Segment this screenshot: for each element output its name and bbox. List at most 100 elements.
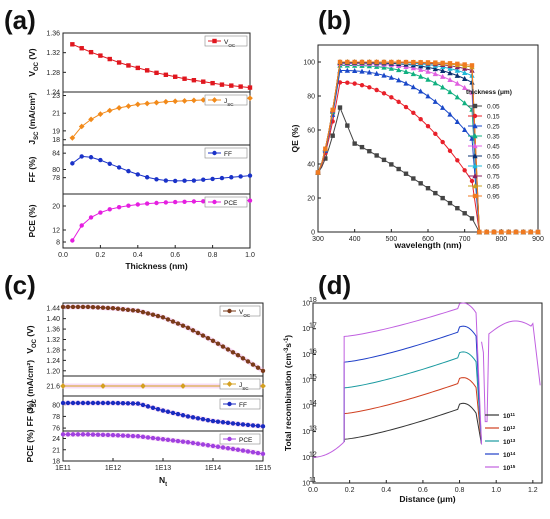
x-tick-label: 800 xyxy=(495,236,507,243)
data-point-PCE xyxy=(126,203,131,208)
data-point-Jsc xyxy=(172,98,179,105)
data-point-FF xyxy=(88,155,94,160)
data-point-0.35 xyxy=(440,84,446,90)
x-tick-label: 1E11 xyxy=(55,465,71,472)
data-point-FF xyxy=(107,161,112,166)
data-point-PCE xyxy=(191,199,197,204)
y-tick-exponent: 15 xyxy=(309,374,317,381)
data-point-FF xyxy=(65,400,71,406)
data-point-0.35 xyxy=(396,67,402,73)
data-point-Voc xyxy=(95,305,101,310)
data-point-PCE xyxy=(88,215,94,220)
data-point-FF xyxy=(205,417,211,423)
data-point-Voc xyxy=(125,307,131,312)
series-line-0.85 xyxy=(317,61,538,233)
data-point-Voc xyxy=(165,317,171,322)
y-tick-exponent: 16 xyxy=(309,348,317,355)
legend-marker xyxy=(212,150,217,156)
data-point-Voc xyxy=(130,308,136,313)
data-point-0.05 xyxy=(396,166,401,172)
data-point-Voc xyxy=(140,309,146,315)
legend-box xyxy=(219,398,261,410)
data-point-0.95 xyxy=(330,107,335,113)
data-point-Jsc xyxy=(69,135,76,141)
series-line-bulk-right xyxy=(481,320,541,423)
legend-box xyxy=(219,378,261,390)
data-point-0.15 xyxy=(462,168,467,173)
data-point-0.25 xyxy=(454,118,460,124)
y-tick-label: 80 xyxy=(307,94,315,101)
data-point-FF xyxy=(110,400,116,406)
data-point-PCE xyxy=(240,448,246,453)
data-point-0.05 xyxy=(352,141,357,146)
data-point-Voc xyxy=(120,307,126,312)
data-point-0.05 xyxy=(367,148,372,154)
data-point-PCE xyxy=(163,200,169,205)
y-tick-label: 21.6 xyxy=(46,384,60,391)
data-point-Voc xyxy=(144,68,150,73)
data-point-0.05 xyxy=(345,123,350,128)
y-tick-exponent: 14 xyxy=(309,400,317,407)
y-tick-label: 20 xyxy=(307,196,315,203)
legend-marker xyxy=(472,103,478,109)
plot-frame xyxy=(312,302,543,484)
data-point-0.95 xyxy=(337,59,343,65)
data-point-0.95 xyxy=(345,59,350,65)
data-point-0.95 xyxy=(528,229,533,235)
legend-marker xyxy=(212,38,217,44)
data-point-0.95 xyxy=(411,59,416,65)
data-point-0.95 xyxy=(455,61,460,67)
series-line-13 xyxy=(343,351,483,445)
data-point-0.95 xyxy=(440,60,445,66)
data-point-Voc xyxy=(185,325,191,330)
data-point-0.95 xyxy=(491,229,497,235)
data-point-0.25 xyxy=(403,80,409,86)
data-point-Voc xyxy=(200,333,206,338)
y-tick-label: 1.32 xyxy=(46,337,60,344)
legend-label: 0.55 xyxy=(487,154,500,161)
y-tick-label: 18 xyxy=(52,459,60,466)
y-tick-label: 24 xyxy=(52,436,60,443)
data-point-FF xyxy=(95,400,101,406)
data-point-Voc xyxy=(85,304,91,310)
data-point-PCE xyxy=(75,432,81,437)
data-point-FF xyxy=(144,175,150,180)
data-point-0.35 xyxy=(410,71,416,77)
data-point-Jsc xyxy=(100,383,106,389)
data-point-FF xyxy=(210,418,216,424)
x-tick-label: 400 xyxy=(349,236,361,243)
data-point-0.35 xyxy=(432,80,438,86)
data-point-0.05 xyxy=(469,216,475,221)
data-point-0.55 xyxy=(432,66,438,72)
data-point-Voc xyxy=(150,312,156,317)
y-tick-label: 1.28 xyxy=(46,70,60,77)
data-point-Voc xyxy=(225,347,231,352)
legend-label: PCE xyxy=(239,437,253,444)
legend-label: VOC xyxy=(224,39,236,48)
legend-marker xyxy=(472,123,478,129)
data-point-0.15 xyxy=(411,110,416,116)
legend-label: 1013 xyxy=(503,438,516,447)
data-point-FF xyxy=(140,402,146,408)
data-point-0.95 xyxy=(499,229,504,235)
data-point-PCE xyxy=(190,440,196,446)
x-axis-label: Distance (μm) xyxy=(399,494,455,504)
data-point-PCE xyxy=(145,435,151,440)
y-axis-label: JSC (mA/cm²) xyxy=(27,92,40,144)
legend-box xyxy=(219,433,261,445)
data-point-Voc xyxy=(255,365,261,370)
panel-label-d: (d) xyxy=(318,270,351,300)
data-point-0.15 xyxy=(396,99,401,105)
data-point-Jsc xyxy=(60,383,66,389)
data-point-FF xyxy=(173,178,178,184)
data-point-Voc xyxy=(75,304,81,310)
data-point-PCE xyxy=(185,440,191,445)
data-point-0.25 xyxy=(396,77,402,83)
legend-box xyxy=(204,196,248,208)
data-point-Jsc xyxy=(200,97,207,103)
legend-marker xyxy=(212,199,217,205)
y-axis-label: PCE (%) xyxy=(25,429,35,462)
legend-marker xyxy=(227,308,232,314)
legend-title: thickness (μm) xyxy=(466,89,512,96)
y-axis-label: FF (%) xyxy=(25,400,35,426)
